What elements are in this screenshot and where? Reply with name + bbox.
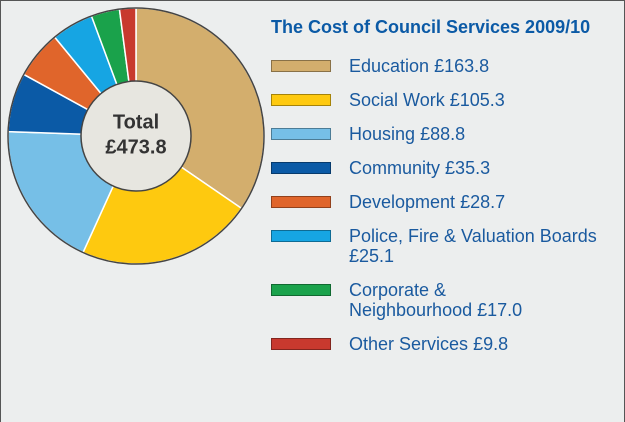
legend-value: £17.0	[477, 300, 523, 320]
legend: Education £163.8 Social Work £105.3 Housin…	[271, 56, 599, 368]
legend-label: Development	[349, 192, 456, 212]
center-label: Total	[113, 111, 159, 133]
legend-value: £28.7	[460, 192, 506, 212]
legend-item: Education £163.8	[271, 56, 599, 76]
center-disc	[80, 80, 192, 192]
donut-chart: Total £473.8	[7, 7, 265, 265]
legend-label: Other Services	[349, 334, 469, 354]
legend-swatch	[271, 284, 331, 296]
legend-item: Other Services £9.8	[271, 334, 599, 354]
legend-label: Education	[349, 56, 430, 76]
legend-value: £163.8	[434, 56, 490, 76]
center-total: £473.8	[105, 136, 166, 158]
legend-label: Corporate & Neighbourhood	[349, 280, 473, 320]
legend-swatch	[271, 128, 331, 140]
legend-value: £88.8	[420, 124, 466, 144]
legend-value: £105.3	[449, 90, 505, 110]
legend-value: £25.1	[349, 246, 395, 266]
legend-swatch	[271, 230, 331, 242]
legend-swatch	[271, 60, 331, 72]
legend-item: Community £35.3	[271, 158, 599, 178]
chart-title: The Cost of Council Services 2009/10	[271, 17, 591, 37]
legend-label: Community	[349, 158, 441, 178]
legend-swatch	[271, 162, 331, 174]
legend-value: £35.3	[445, 158, 491, 178]
legend-item: Development £28.7	[271, 192, 599, 212]
legend-label: Police, Fire & Valuation Boards	[349, 226, 597, 246]
legend-value: £9.8	[473, 334, 509, 354]
legend-item: Corporate & Neighbourhood £17.0	[271, 280, 549, 320]
legend-label: Housing	[349, 124, 416, 144]
outer-ring	[7, 7, 265, 265]
legend-item: Social Work £105.3	[271, 90, 599, 110]
legend-swatch	[271, 94, 331, 106]
legend-item: Police, Fire & Valuation Boards £25.1	[271, 226, 599, 266]
legend-swatch	[271, 338, 331, 350]
legend-item: Housing £88.8	[271, 124, 599, 144]
legend-swatch	[271, 196, 331, 208]
legend-label: Social Work	[349, 90, 445, 110]
